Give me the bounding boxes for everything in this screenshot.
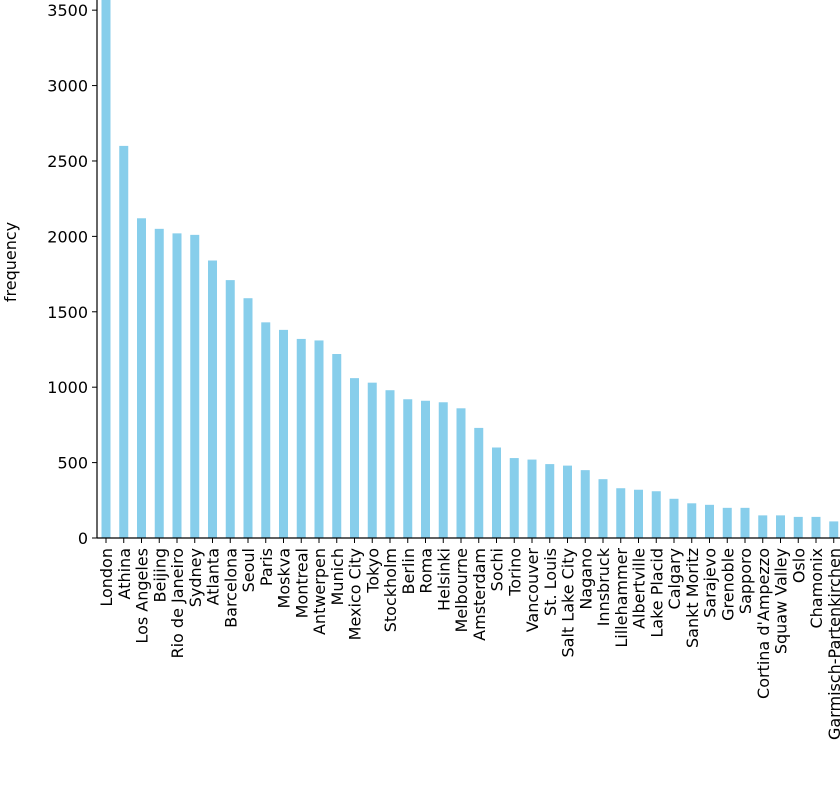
x-category-label: Sydney: [186, 548, 205, 607]
x-category-label: Garmisch-Partenkirchen: [825, 548, 840, 740]
x-category-label: Lillehammer: [612, 548, 631, 648]
x-category-label: Seoul: [239, 548, 258, 592]
bar-27: [580, 470, 590, 538]
bar-34: [705, 504, 714, 538]
bar-15: [367, 382, 377, 538]
x-category-label: Stockholm: [381, 548, 400, 632]
x-category-label: Vancouver: [523, 548, 542, 633]
y-tick-label: 3000: [47, 77, 88, 96]
x-category-label: Melbourne: [452, 548, 471, 632]
x-category-label: Sankt Moritz: [683, 548, 702, 648]
bar-24: [527, 459, 537, 538]
x-category-label: Los Angeles: [133, 548, 152, 644]
x-category-label: Helsinki: [434, 548, 453, 611]
x-category-label: Sarajevo: [701, 548, 720, 618]
bar-26: [563, 465, 572, 538]
x-category-label: Moskva: [275, 548, 294, 608]
x-category-label: Rio de Janeiro: [168, 548, 187, 659]
bar-16: [385, 390, 395, 538]
x-category-label: Athina: [115, 548, 134, 599]
bar-12: [314, 340, 324, 538]
bar-7: [225, 280, 235, 538]
x-category-label: London: [97, 548, 116, 607]
x-category-label: Berlin: [399, 548, 418, 594]
x-category-label: Roma: [417, 548, 436, 594]
bar-0: [101, 0, 111, 539]
x-category-label: Beijing: [150, 548, 169, 602]
x-category-label: Antwerpen: [310, 548, 329, 635]
bar-6: [208, 260, 217, 538]
y-tick-label: 1000: [47, 378, 88, 397]
x-category-label: Albertville: [630, 548, 649, 629]
x-category-label: Nagano: [576, 548, 595, 610]
y-axis: 0 500 1000 1500 2000 2500 3000 3500: [47, 0, 98, 548]
bar-38: [776, 515, 785, 538]
x-category-label: St. Louis: [541, 548, 560, 616]
x-category-label: Salt Lake City: [559, 548, 578, 657]
y-tick-label: 500: [57, 454, 88, 473]
x-category-label: Squaw Valley: [772, 548, 791, 654]
bar-39: [793, 516, 803, 538]
bar-23: [509, 458, 519, 538]
bar-9: [261, 322, 271, 538]
bar-25: [545, 464, 555, 538]
bar-31: [651, 491, 661, 538]
bar-8: [243, 298, 253, 538]
bar-22: [492, 447, 501, 538]
bar-19: [438, 402, 448, 538]
x-category-label: Paris: [257, 548, 276, 586]
bar-2: [137, 218, 146, 538]
bar-29: [616, 488, 626, 538]
bar-10: [279, 329, 288, 538]
y-tick-label: 2500: [47, 152, 88, 171]
bar-35: [722, 507, 732, 538]
bar-14: [350, 378, 359, 538]
x-category-label: Sochi: [488, 548, 507, 591]
bar-4: [172, 233, 182, 539]
bar-32: [669, 498, 679, 538]
bar-13: [332, 354, 342, 538]
bar-1: [119, 145, 129, 538]
x-category-label: Munich: [328, 548, 347, 605]
x-category-label: Mexico City: [346, 548, 365, 640]
bar-17: [403, 399, 413, 538]
bar-3: [154, 228, 164, 538]
x-category-label: Grenoble: [718, 548, 737, 621]
x-category-label: Tokyo: [363, 548, 382, 594]
bar-11: [296, 338, 306, 538]
bar-33: [687, 503, 697, 538]
x-category-label: Barcelona: [221, 548, 240, 628]
x-category-label: Torino: [505, 548, 524, 597]
y-tick-label: 3500: [47, 1, 88, 20]
bar-36: [740, 507, 750, 538]
bar-28: [598, 479, 608, 538]
x-category-label: Chamonix: [807, 548, 826, 629]
x-category-label: Amsterdam: [470, 548, 489, 641]
bar-21: [474, 427, 484, 538]
x-category-label: Innsbruck: [594, 547, 613, 626]
x-category-label: Oslo: [789, 548, 808, 583]
bar-5: [190, 234, 200, 538]
bars-group: [101, 0, 839, 539]
bar-30: [634, 489, 643, 538]
x-category-label: Lake Placid: [647, 548, 666, 638]
y-tick-label: 1500: [47, 303, 88, 322]
bar-40: [811, 516, 821, 538]
y-tick-label: 2000: [47, 227, 88, 246]
x-category-label: Cortina d'Ampezzo: [754, 548, 773, 699]
bar-37: [758, 515, 768, 538]
y-tick-label: 0: [78, 529, 88, 548]
x-category-label: Montreal: [292, 548, 311, 618]
bar-41: [829, 521, 839, 538]
x-category-label: Atlanta: [204, 548, 223, 605]
x-category-label: Sapporo: [736, 548, 755, 614]
y-axis-title: frequency: [1, 222, 20, 302]
bar-20: [456, 408, 466, 538]
bar-18: [421, 400, 430, 538]
x-category-label: Calgary: [665, 548, 684, 609]
